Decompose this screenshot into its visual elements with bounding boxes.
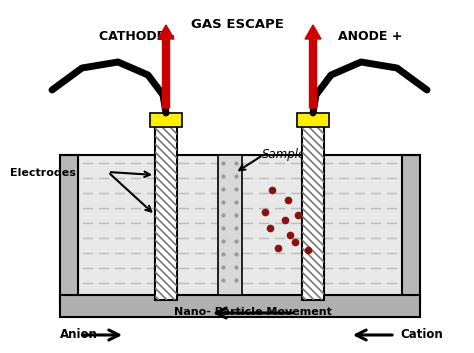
Bar xyxy=(60,295,420,317)
FancyArrow shape xyxy=(305,25,321,108)
Bar xyxy=(402,155,420,305)
Text: Anion: Anion xyxy=(60,328,98,341)
Bar xyxy=(297,113,329,127)
Text: Cation: Cation xyxy=(400,328,443,341)
Bar xyxy=(302,120,324,300)
Bar xyxy=(150,113,182,127)
FancyArrow shape xyxy=(158,25,174,108)
Text: ANODE +: ANODE + xyxy=(338,30,402,43)
Text: GAS ESCAPE: GAS ESCAPE xyxy=(191,18,283,31)
Text: Sample: Sample xyxy=(262,148,306,161)
Bar xyxy=(218,155,242,295)
Text: Electrodes: Electrodes xyxy=(10,168,76,178)
Bar xyxy=(60,155,78,305)
Text: Nano- Particle Movement: Nano- Particle Movement xyxy=(174,307,332,317)
Bar xyxy=(78,155,402,295)
Bar xyxy=(155,120,177,300)
Text: CATHODE -: CATHODE - xyxy=(99,30,175,43)
